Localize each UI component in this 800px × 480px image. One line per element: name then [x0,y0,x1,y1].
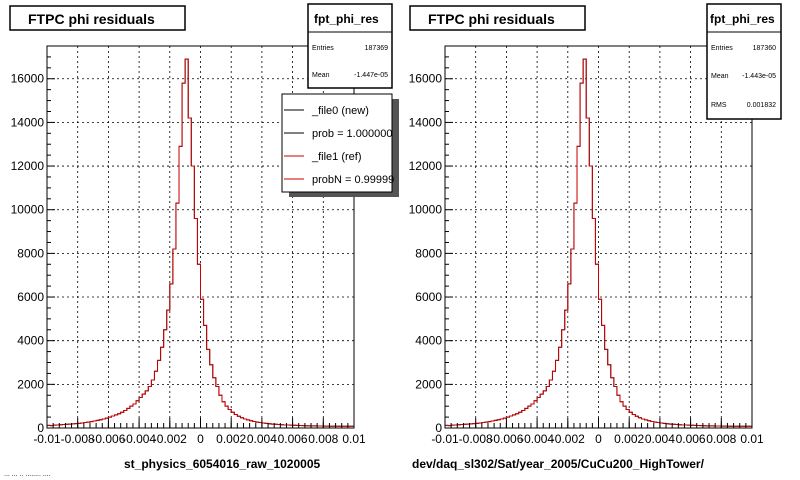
right-grid [445,46,752,428]
left-stats-name: fpt_phi_res [314,12,379,26]
right-xtick-label-8: 0.006 [676,432,706,446]
left-stats-label-entries: Entries [312,45,334,52]
right-xtick-label-6: 0.002 [614,432,644,446]
left-xtick-label-0: -0.01 [33,432,61,446]
right-stats-name: fpt_phi_res [710,12,775,26]
left-stats-value-entries: 187369 [365,45,388,52]
left-xtick-label-7: 0.004 [247,432,277,446]
right-series-group [444,58,753,428]
right-title-box [409,5,586,31]
right-ytick-label-3: 6000 [415,290,442,304]
left-xtick-label-8: 0.006 [278,432,308,446]
left-panel: FTPC phi residuals 0 2000 4000 6000 8000 1000… [9,3,399,471]
left-stats-value-mean: -1.447e-05 [354,72,388,79]
left-xtick-label-1: -0.008 [61,432,95,446]
left-xtick-label-6: 0.002 [216,432,246,446]
right-ytick-label-1: 2000 [415,377,442,391]
right-stats-value-mean: -1.443e-05 [742,73,776,80]
left-ytick-label-8: 16000 [11,72,45,86]
right-xtick-label-10: 0.01 [740,432,764,446]
right-xtick-label-2: -0.006 [489,432,523,446]
left-caption: st_physics_6054016_raw_1020005 [124,457,320,471]
right-x-axis: -0.01 -0.008-0.006-0.004-0.002 0 0.002 0.004… [431,418,764,446]
right-xtick-label-4: -0.002 [551,432,585,446]
left-ytick-label-3: 6000 [17,290,44,304]
left-ytick-label-1: 2000 [17,377,44,391]
left-stats-label-mean: Mean [312,72,330,79]
left-series-group [46,58,355,428]
right-xtick-label-0: -0.01 [431,432,459,446]
right-xtick-label-5: 0 [595,432,602,446]
footer-text: ... ... .. ........ .... [4,471,51,478]
left-ytick-label-5: 10000 [11,203,45,217]
right-title: FTPC phi residuals [428,11,555,27]
left-ytick-label-0: 0 [37,421,44,435]
right-stats-label-rms: RMS [711,102,727,109]
right-y-axis: 0 2000 4000 6000 8000 10000 12000 14000 16000 [409,56,453,435]
left-title: FTPC phi residuals [28,11,155,27]
right-xtick-label-9: 0.008 [706,432,736,446]
right-ytick-label-8: 16000 [409,72,443,86]
left-ytick-label-6: 12000 [11,159,45,173]
left-legend-entry-3: probN = 0.99999 [312,174,394,186]
left-xtick-label-2: -0.006 [91,432,125,446]
left-xtick-label-3: -0.004 [122,432,156,446]
left-legend-entry-1: prob = 1.000000 [312,128,392,140]
right-caption: dev/daq_sl302/Sat/year_2005/CuCu200_High… [412,457,705,471]
right-ytick-label-5: 10000 [409,203,443,217]
left-series-1 [46,58,355,428]
left-xtick-label-10: 0.01 [342,432,366,446]
right-panel: FTPC phi residuals 0 2000 4000 6000 8000 1000… [409,3,782,471]
left-title-box [9,5,186,31]
left-x-axis: -0.01 -0.008-0.006-0.004-0.002 0 0.002 0.004… [33,418,366,446]
right-ytick-label-7: 14000 [409,115,443,129]
left-legend-entry-0: _file0 (new) [311,105,369,117]
left-xtick-label-5: 0 [197,432,204,446]
left-ytick-label-4: 8000 [17,246,44,260]
left-legend-entry-2: _file1 (ref) [311,151,362,163]
right-stats-label-entries: Entries [711,45,733,52]
right-stats-value-rms: 0.001832 [747,102,776,109]
right-stats-value-entries: 187360 [753,45,776,52]
right-ytick-label-0: 0 [435,421,442,435]
right-xtick-label-3: -0.004 [520,432,554,446]
left-xtick-label-9: 0.008 [308,432,338,446]
left-y-axis: 0 2000 4000 6000 8000 10000 12000 14000 16000 [11,56,55,435]
right-stats-box: fpt_phi_res Entries 187360 Mean -1.443e-… [706,3,782,120]
right-xtick-label-7: 0.004 [645,432,675,446]
left-ytick-label-7: 14000 [11,115,45,129]
right-series-1 [444,58,753,428]
right-stats-label-mean: Mean [711,73,729,80]
right-ytick-label-6: 12000 [409,159,443,173]
left-ytick-label-2: 4000 [17,334,44,348]
left-legend: _file0 (new) prob = 1.000000 _file1 (ref… [281,93,399,197]
right-ytick-label-4: 8000 [415,246,442,260]
left-grid [47,46,354,428]
left-xtick-label-4: -0.002 [153,432,187,446]
right-xtick-label-1: -0.008 [459,432,493,446]
left-stats-box: fpt_phi_res Entries 187369 Mean -1.447e-… [307,3,393,89]
right-ytick-label-2: 4000 [415,334,442,348]
